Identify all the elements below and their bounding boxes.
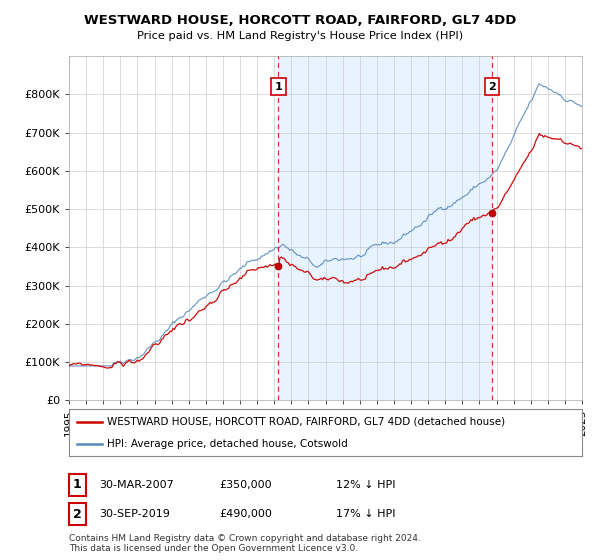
Text: 17% ↓ HPI: 17% ↓ HPI <box>336 509 395 519</box>
Bar <box>278 56 492 400</box>
Text: 2: 2 <box>488 82 496 92</box>
Text: 2: 2 <box>73 507 82 521</box>
Text: 30-SEP-2019: 30-SEP-2019 <box>99 509 170 519</box>
Text: WESTWARD HOUSE, HORCOTT ROAD, FAIRFORD, GL7 4DD (detached house): WESTWARD HOUSE, HORCOTT ROAD, FAIRFORD, … <box>107 417 506 427</box>
Text: £490,000: £490,000 <box>219 509 272 519</box>
Text: WESTWARD HOUSE, HORCOTT ROAD, FAIRFORD, GL7 4DD: WESTWARD HOUSE, HORCOTT ROAD, FAIRFORD, … <box>84 14 516 27</box>
Text: 1: 1 <box>275 82 283 92</box>
Text: 12% ↓ HPI: 12% ↓ HPI <box>336 480 395 490</box>
Text: Contains HM Land Registry data © Crown copyright and database right 2024.
This d: Contains HM Land Registry data © Crown c… <box>69 534 421 553</box>
Text: 1: 1 <box>73 478 82 492</box>
Text: 30-MAR-2007: 30-MAR-2007 <box>99 480 174 490</box>
Text: Price paid vs. HM Land Registry's House Price Index (HPI): Price paid vs. HM Land Registry's House … <box>137 31 463 41</box>
Text: £350,000: £350,000 <box>219 480 272 490</box>
Text: HPI: Average price, detached house, Cotswold: HPI: Average price, detached house, Cots… <box>107 438 348 449</box>
